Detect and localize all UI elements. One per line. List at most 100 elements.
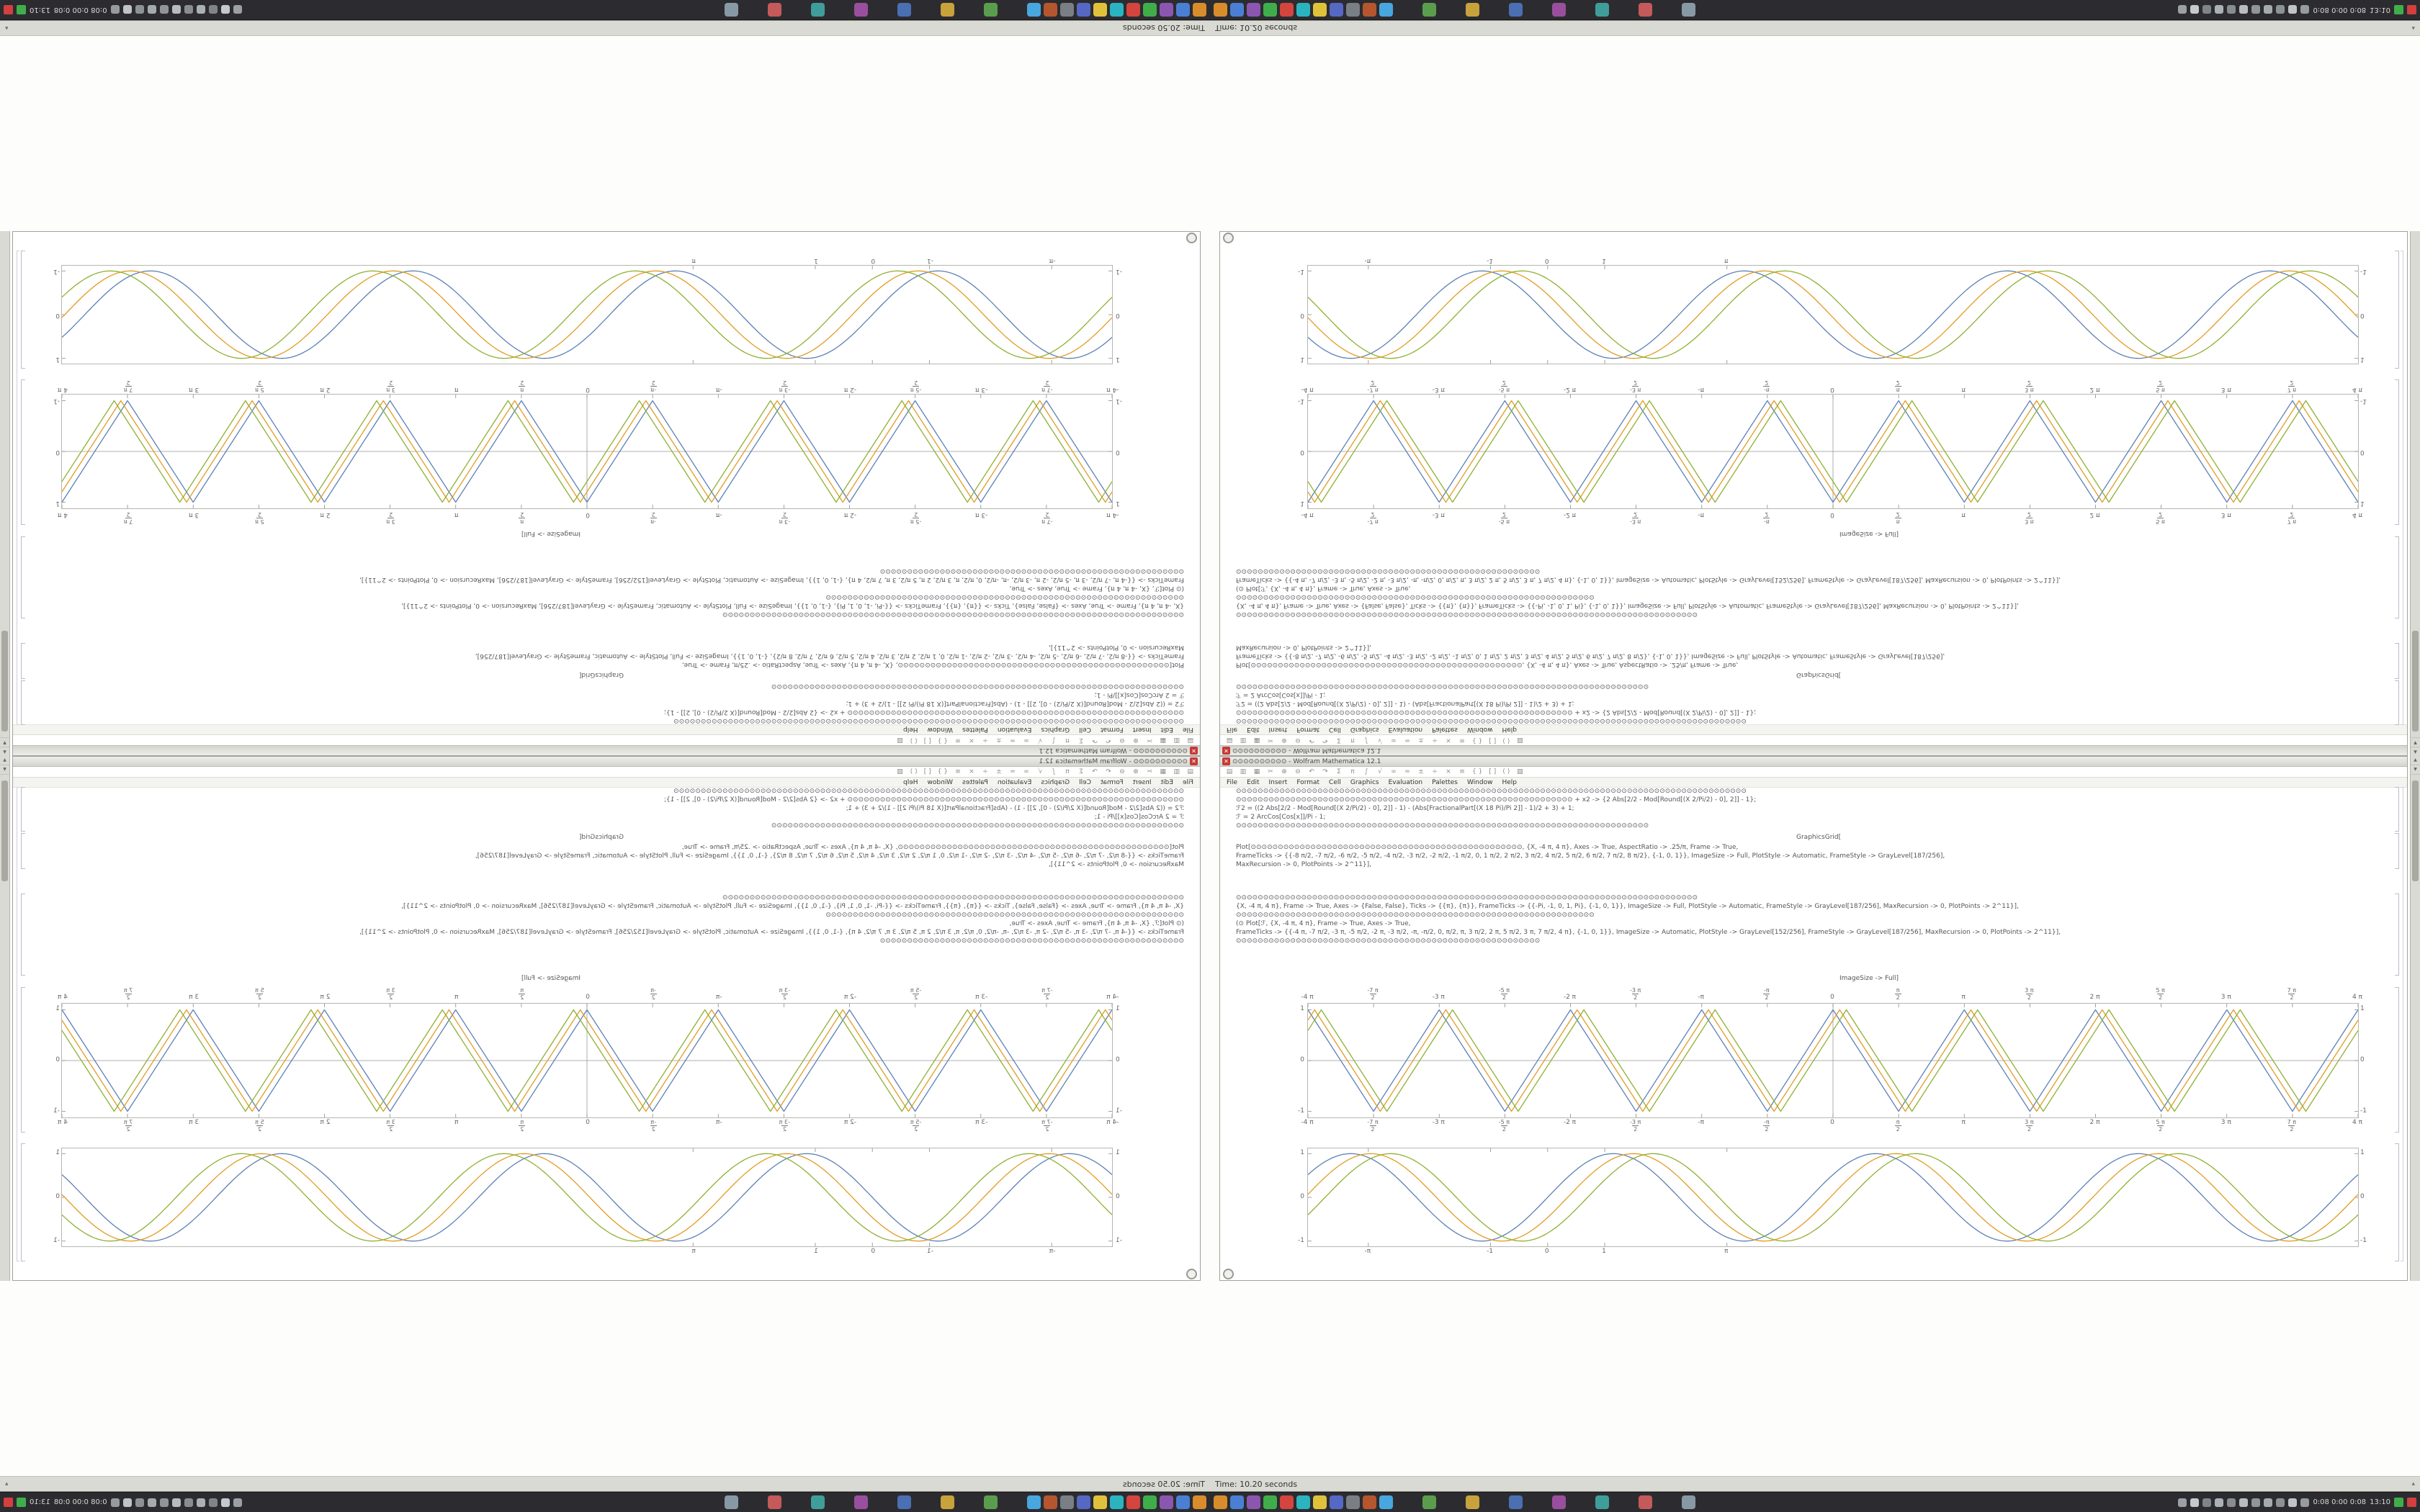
toolbar-icon[interactable]: ▥ xyxy=(1173,768,1180,775)
taskbar-app-icon[interactable] xyxy=(1639,3,1652,17)
taskbar-app-icon[interactable] xyxy=(1466,1495,1479,1509)
tray-icon[interactable] xyxy=(2227,1498,2236,1507)
taskbar-app-icon[interactable] xyxy=(1247,1495,1260,1509)
scroll-down-icon[interactable]: ▼ xyxy=(0,737,9,747)
taskbar-app-icon[interactable] xyxy=(984,1495,998,1509)
toolbar-icon[interactable]: π xyxy=(1350,737,1355,744)
notebook-corner-button[interactable] xyxy=(1223,233,1234,243)
menu-cell[interactable]: Cell xyxy=(1329,726,1341,734)
menu-format[interactable]: Format xyxy=(1296,778,1320,786)
taskbar-app-icon[interactable] xyxy=(1193,3,1206,17)
taskbar-app-icon[interactable] xyxy=(1346,3,1360,17)
toolbar-icon[interactable]: { } xyxy=(1472,768,1483,775)
code-line[interactable]: ℱ2 = ((2 Abs[2/2 - Mod[Round[(X 2/Pi/2) … xyxy=(846,700,1184,707)
toolbar-icon[interactable]: ✂ xyxy=(1147,737,1152,744)
menu-edit[interactable]: Edit xyxy=(1247,778,1260,786)
tray-icon[interactable] xyxy=(2215,1498,2224,1507)
cell-bracket[interactable] xyxy=(21,680,25,725)
toolbar-icon[interactable]: ⊕ xyxy=(1281,768,1287,775)
code-line[interactable]: (⊙ Plot[ℱ, {X, -4 π, 4 π}, Frame -> True… xyxy=(1236,585,1411,592)
taskbar-app-icon[interactable] xyxy=(1263,1495,1277,1509)
menu-edit[interactable]: Edit xyxy=(1160,726,1173,734)
taskbar-app-icon[interactable] xyxy=(1214,3,1227,17)
toolbar-icon[interactable]: ⊕ xyxy=(1281,737,1287,744)
code-line[interactable]: ℱ = 2 ArcCos[Cos[x]]/Pi - 1; xyxy=(1094,691,1184,698)
chevron-up-icon[interactable]: ▴ xyxy=(5,24,9,32)
vertical-scrollbar[interactable]: ▲ ▼ xyxy=(0,231,10,756)
chevron-up-icon[interactable]: ▴ xyxy=(2411,24,2415,32)
taskbar-app-icon[interactable] xyxy=(1247,3,1260,17)
tray-icon[interactable] xyxy=(196,5,205,14)
tray-icon[interactable] xyxy=(2251,1498,2261,1507)
code-line[interactable]: ⊙⊙⊙⊙⊙⊙⊙⊙⊙⊙⊙⊙⊙⊙⊙⊙⊙⊙⊙⊙⊙⊙⊙⊙⊙⊙⊙⊙⊙⊙⊙⊙⊙⊙⊙⊙⊙⊙⊙⊙… xyxy=(771,683,1184,690)
toolbar-icon[interactable]: ∞ xyxy=(1391,737,1397,744)
menu-format[interactable]: Format xyxy=(1296,726,1320,734)
cell-bracket[interactable] xyxy=(2395,833,2399,869)
taskbar-app-icon[interactable] xyxy=(1044,3,1057,17)
taskbar-app-icon[interactable] xyxy=(1363,1495,1376,1509)
toolbar-icon[interactable]: ∫ xyxy=(1052,737,1056,744)
taskbar-app-icon[interactable] xyxy=(1639,1495,1652,1509)
code-line[interactable]: ⊙⊙⊙⊙⊙⊙⊙⊙⊙⊙⊙⊙⊙⊙⊙⊙⊙⊙⊙⊙⊙⊙⊙⊙⊙⊙⊙⊙⊙⊙⊙⊙⊙⊙⊙⊙⊙⊙⊙⊙… xyxy=(825,593,1184,600)
toolbar-icon[interactable]: ⊖ xyxy=(1295,768,1301,775)
code-cell-2[interactable]: Plot[⊙⊙⊙⊙⊙⊙⊙⊙⊙⊙⊙⊙⊙⊙⊙⊙⊙⊙⊙⊙⊙⊙⊙⊙⊙⊙⊙⊙⊙⊙⊙⊙⊙⊙⊙… xyxy=(37,843,1184,869)
cell-bracket[interactable] xyxy=(21,536,25,618)
scrollbar-thumb[interactable] xyxy=(2412,631,2419,732)
tray-icon[interactable] xyxy=(122,5,132,14)
taskbar-app-icon[interactable] xyxy=(1143,3,1157,17)
toolbar-icon[interactable]: ( ) xyxy=(1502,768,1510,775)
toolbar-icon[interactable]: ⊕ xyxy=(1133,768,1139,775)
menu-file[interactable]: File xyxy=(1227,726,1238,734)
tray-icon[interactable] xyxy=(208,1498,218,1507)
toolbar-icon[interactable]: ± xyxy=(1418,737,1424,744)
cell-bracket[interactable] xyxy=(2395,536,2399,618)
taskbar-app-icon[interactable] xyxy=(725,3,738,17)
code-line[interactable]: ⊙⊙⊙⊙⊙⊙⊙⊙⊙⊙⊙⊙⊙⊙⊙⊙⊙⊙⊙⊙⊙⊙⊙⊙⊙⊙⊙⊙⊙⊙⊙⊙⊙⊙⊙⊙⊙⊙⊙⊙… xyxy=(663,708,1184,716)
code-line[interactable]: ℱ = 2 ArcCos[Cos[x]]/Pi - 1; xyxy=(1236,814,1326,821)
toolbar-icon[interactable]: ÷ xyxy=(1432,768,1438,775)
menu-cell[interactable]: Cell xyxy=(1329,778,1341,786)
toolbar-icon[interactable]: ÷ xyxy=(982,737,988,744)
tray-icon[interactable] xyxy=(2276,1498,2285,1507)
vertical-scrollbar[interactable]: ▲ ▼ xyxy=(2410,756,2420,1281)
toolbar-icon[interactable]: ↷ xyxy=(1322,768,1328,775)
window-titlebar[interactable]: ✕ ⊙⊙⊙⊙⊙⊙⊙⊙⊙⊙ - Wolfram Mathematica 12.1 xyxy=(13,745,1200,755)
toolbar-icon[interactable]: ∞ xyxy=(1023,737,1029,744)
menu-help[interactable]: Help xyxy=(902,726,918,734)
tray-icon[interactable] xyxy=(171,1498,181,1507)
menu-graphics[interactable]: Graphics xyxy=(1041,778,1070,786)
vertical-scrollbar[interactable]: ▲ ▼ xyxy=(2410,231,2420,756)
taskbar-app-icon[interactable] xyxy=(984,3,998,17)
code-line[interactable]: ⊙⊙⊙⊙⊙⊙⊙⊙⊙⊙⊙⊙⊙⊙⊙⊙⊙⊙⊙⊙⊙⊙⊙⊙⊙⊙⊙⊙⊙⊙⊙⊙⊙⊙⊙⊙⊙⊙⊙⊙… xyxy=(1236,788,1747,795)
menu-insert[interactable]: Insert xyxy=(1132,726,1152,734)
taskbar-app-icon[interactable] xyxy=(1313,1495,1327,1509)
output-cell-bracket[interactable] xyxy=(21,987,25,1133)
code-line[interactable]: ⊙⊙⊙⊙⊙⊙⊙⊙⊙⊙⊙⊙⊙⊙⊙⊙⊙⊙⊙⊙⊙⊙⊙⊙⊙⊙⊙⊙⊙⊙⊙⊙⊙⊙⊙⊙⊙⊙⊙⊙… xyxy=(1236,822,1649,829)
scroll-down-icon[interactable]: ▼ xyxy=(2411,765,2420,775)
toolbar-icon[interactable]: ± xyxy=(996,737,1002,744)
code-line[interactable]: FrameTicks -> {{-4 π, -7 π/2, -3 π, -5 π… xyxy=(359,929,1184,936)
code-line[interactable]: FrameTicks -> {{-8 π/2, -7 π/2, -6 π/2, … xyxy=(475,652,1184,660)
toolbar-icon[interactable]: ▦ xyxy=(1160,737,1167,744)
taskbar-app-icon[interactable] xyxy=(1093,1495,1107,1509)
menu-graphics[interactable]: Graphics xyxy=(1041,726,1070,734)
code-line[interactable]: (⊙ Plot[ℱ, {X, -4 π, 4 π}, Frame -> True… xyxy=(1236,920,1411,927)
menu-insert[interactable]: Insert xyxy=(1132,778,1152,786)
code-cell-1[interactable]: ⊙⊙⊙⊙⊙⊙⊙⊙⊙⊙⊙⊙⊙⊙⊙⊙⊙⊙⊙⊙⊙⊙⊙⊙⊙⊙⊙⊙⊙⊙⊙⊙⊙⊙⊙⊙⊙⊙⊙⊙… xyxy=(1236,682,2383,725)
toolbar-icon[interactable]: × xyxy=(969,737,974,744)
chevron-up-icon[interactable]: ▴ xyxy=(2411,1480,2415,1488)
taskbar-app-icon[interactable] xyxy=(1126,1495,1140,1509)
code-line[interactable]: Plot[⊙⊙⊙⊙⊙⊙⊙⊙⊙⊙⊙⊙⊙⊙⊙⊙⊙⊙⊙⊙⊙⊙⊙⊙⊙⊙⊙⊙⊙⊙⊙⊙⊙⊙⊙… xyxy=(681,844,1184,851)
code-line-graphicsgrid[interactable]: GraphicsGrid[ xyxy=(1796,834,1842,841)
toolbar-icon[interactable]: Σ xyxy=(1337,768,1341,775)
cell-bracket[interactable] xyxy=(2395,787,2399,832)
menu-graphics[interactable]: Graphics xyxy=(1350,726,1379,734)
code-cell-1[interactable]: ⊙⊙⊙⊙⊙⊙⊙⊙⊙⊙⊙⊙⊙⊙⊙⊙⊙⊙⊙⊙⊙⊙⊙⊙⊙⊙⊙⊙⊙⊙⊙⊙⊙⊙⊙⊙⊙⊙⊙⊙… xyxy=(37,682,1184,725)
toolbar-icon[interactable]: ▥ xyxy=(1173,737,1180,744)
toolbar-icon[interactable]: ≡ xyxy=(955,768,961,775)
menu-edit[interactable]: Edit xyxy=(1160,778,1173,786)
code-line[interactable]: ⊙⊙⊙⊙⊙⊙⊙⊙⊙⊙⊙⊙⊙⊙⊙⊙⊙⊙⊙⊙⊙⊙⊙⊙⊙⊙⊙⊙⊙⊙⊙⊙⊙⊙⊙⊙⊙⊙⊙⊙… xyxy=(1236,937,1541,945)
toolbar-icon[interactable]: ✂ xyxy=(1268,768,1273,775)
tray-icon[interactable] xyxy=(2202,5,2212,14)
taskbar-app-icon[interactable] xyxy=(1060,3,1074,17)
